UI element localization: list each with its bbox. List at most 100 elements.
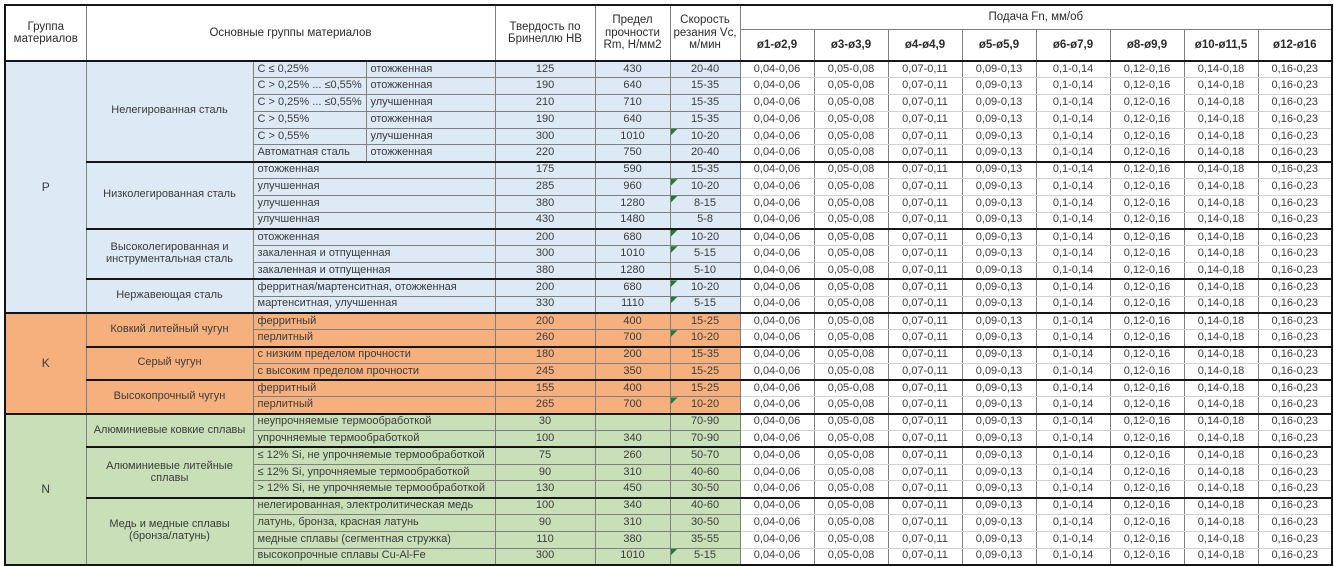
feed-cell: 0,04-0,06 <box>739 94 815 112</box>
table-row: улучшенная 285 960 10-20 0,04-0,06 0,05-0,08 0… <box>5 178 1333 196</box>
table-row: с высоким пределом прочности 245 350 15-25 0… <box>5 362 1333 381</box>
table-row: высокопрочные сплавы Cu-Al-Fe 300 1010 5-15… <box>5 547 1333 566</box>
table-body: P Нелегированная сталь C ≤ 0,25% отожженная… <box>4 60 1333 566</box>
header-row-top: Группа материалов Основные группы матери… <box>4 4 1333 62</box>
feed-cell: 0,1-0,14 <box>1035 295 1111 314</box>
feed-cell: 0,04-0,06 <box>739 430 815 448</box>
feed-cell: 0,09-0,13 <box>961 110 1037 129</box>
feed-cell: 0,12-0,16 <box>1109 194 1185 213</box>
feed-cell: 0,14-0,18 <box>1183 514 1259 532</box>
feed-cell: 0,16-0,23 <box>1257 278 1333 297</box>
feed-cell: 0,04-0,06 <box>739 463 815 482</box>
feed-cell: 0,1-0,14 <box>1035 463 1111 482</box>
table-row: Нержавеющая сталь ферритная/мартенситная,… <box>5 278 1333 314</box>
feed-cell: 0,1-0,14 <box>1035 430 1111 448</box>
feed-cell: 0,14-0,18 <box>1183 144 1259 163</box>
feed-cell: 0,05-0,08 <box>813 362 889 381</box>
feed-cell: 0,12-0,16 <box>1109 396 1185 415</box>
cutting-speed-cell: 40-60 <box>669 496 741 516</box>
hardness-cell: 100 <box>494 430 596 448</box>
cutting-speed-value: 30-50 <box>690 515 720 528</box>
hardness-cell: 30 <box>494 412 596 432</box>
strength-cell: 310 <box>594 514 671 532</box>
cutting-speed-cell: 10-20 <box>669 278 741 297</box>
feed-cell: 0,1-0,14 <box>1035 110 1111 129</box>
strength-cell: 450 <box>594 480 671 499</box>
cutting-speed-cell: 15-35 <box>669 110 741 129</box>
feed-cell: 0,05-0,08 <box>813 94 889 112</box>
strength-cell: 750 <box>594 144 671 163</box>
state-cell: отожженная <box>365 144 496 163</box>
family-name-cell: Нержавеющая сталь <box>85 278 254 314</box>
feed-cell: 0,04-0,06 <box>739 127 815 146</box>
family-name-cell: Алюминиевые ковкие сплавы <box>85 412 254 448</box>
feed-cell: 0,12-0,16 <box>1109 547 1185 566</box>
feed-cell: 0,12-0,16 <box>1109 144 1185 163</box>
table-row: N Алюминиевые ковкие сплавы неупрочняемые … <box>4 412 1333 566</box>
group-code-cell: P <box>4 60 87 314</box>
feed-cell: 0,04-0,06 <box>739 547 815 566</box>
detail-cell: мартенситная, улучшенная <box>252 295 496 314</box>
strength-cell: 350 <box>594 362 671 381</box>
detail-cell: упрочняемые термообработкой <box>252 430 496 448</box>
feed-cell: 0,1-0,14 <box>1035 245 1111 264</box>
feed-cell: 0,04-0,06 <box>739 295 815 314</box>
detail-cell: ≤ 12% Si, упрочняемые термообработкой <box>252 463 496 482</box>
feed-cell: 0,09-0,13 <box>961 227 1037 247</box>
hardness-cell: 430 <box>494 211 596 230</box>
detail-cell: улучшенная <box>252 211 496 230</box>
cutting-speed-cell: 50-70 <box>669 446 741 465</box>
feed-cell: 0,12-0,16 <box>1109 463 1185 482</box>
feed-cell: 0,05-0,08 <box>813 396 889 415</box>
feed-cell: 0,05-0,08 <box>813 446 889 465</box>
feed-cell: 0,04-0,06 <box>739 345 815 364</box>
state-cell: отожженная <box>365 60 496 79</box>
feed-cell: 0,14-0,18 <box>1183 362 1259 381</box>
feed-cell: 0,05-0,08 <box>813 60 889 79</box>
feed-cell: 0,12-0,16 <box>1109 211 1185 230</box>
feed-cell: 0,16-0,23 <box>1257 110 1333 129</box>
header-feed-col: ø1-ø2,9 <box>739 29 815 62</box>
detail-cell: ≤ 12% Si, не упрочняемые термообработкой <box>252 446 496 465</box>
feed-cell: 0,05-0,08 <box>813 110 889 129</box>
strength-cell <box>594 412 671 432</box>
feed-cell: 0,04-0,06 <box>739 227 815 247</box>
cutting-speed-cell: 10-20 <box>669 127 741 146</box>
feed-cell: 0,05-0,08 <box>813 530 889 549</box>
feed-cell: 0,09-0,13 <box>961 295 1037 314</box>
feed-cell: 0,16-0,23 <box>1257 379 1333 398</box>
feed-cell: 0,04-0,06 <box>739 480 815 499</box>
feed-cell: 0,14-0,18 <box>1183 547 1259 566</box>
detail-cell: Автоматная сталь <box>252 144 367 163</box>
feed-cell: 0,14-0,18 <box>1183 227 1259 247</box>
feed-cell: 0,1-0,14 <box>1035 311 1111 331</box>
feed-cell: 0,09-0,13 <box>961 530 1037 549</box>
feed-cell: 0,09-0,13 <box>961 278 1037 297</box>
feed-cell: 0,16-0,23 <box>1257 329 1333 348</box>
table-row: Низколегированная сталь отожженная 175 590 1… <box>5 160 1333 230</box>
feed-cell: 0,09-0,13 <box>961 514 1037 532</box>
feed-cell: 0,07-0,11 <box>887 160 963 180</box>
cutting-speed-cell: 20-40 <box>669 60 741 79</box>
family-name-cell: Алюминиевые литейные сплавы <box>85 446 254 499</box>
group-code-cell: K <box>4 311 87 415</box>
feed-cell: 0,07-0,11 <box>887 362 963 381</box>
feed-cell: 0,05-0,08 <box>813 547 889 566</box>
feed-cell: 0,16-0,23 <box>1257 496 1333 516</box>
feed-cell: 0,1-0,14 <box>1035 178 1111 196</box>
hardness-cell: 260 <box>494 329 596 348</box>
feed-cell: 0,07-0,11 <box>887 178 963 196</box>
cutting-speed-value: 15-25 <box>690 381 720 394</box>
feed-cell: 0,16-0,23 <box>1257 345 1333 364</box>
table-header: Группа материалов Основные группы матери… <box>4 4 1333 62</box>
cutting-speed-cell: 15-25 <box>669 362 741 381</box>
feed-cell: 0,04-0,06 <box>739 245 815 264</box>
feed-cell: 0,04-0,06 <box>739 60 815 79</box>
cutting-speed-cell: 15-35 <box>669 160 741 180</box>
detail-cell: с высоким пределом прочности <box>252 362 496 381</box>
feed-cell: 0,12-0,16 <box>1109 345 1185 364</box>
feed-cell: 0,16-0,23 <box>1257 412 1333 432</box>
feed-cell: 0,07-0,11 <box>887 110 963 129</box>
cutting-speed-cell: 15-35 <box>669 77 741 96</box>
strength-cell: 380 <box>594 530 671 549</box>
